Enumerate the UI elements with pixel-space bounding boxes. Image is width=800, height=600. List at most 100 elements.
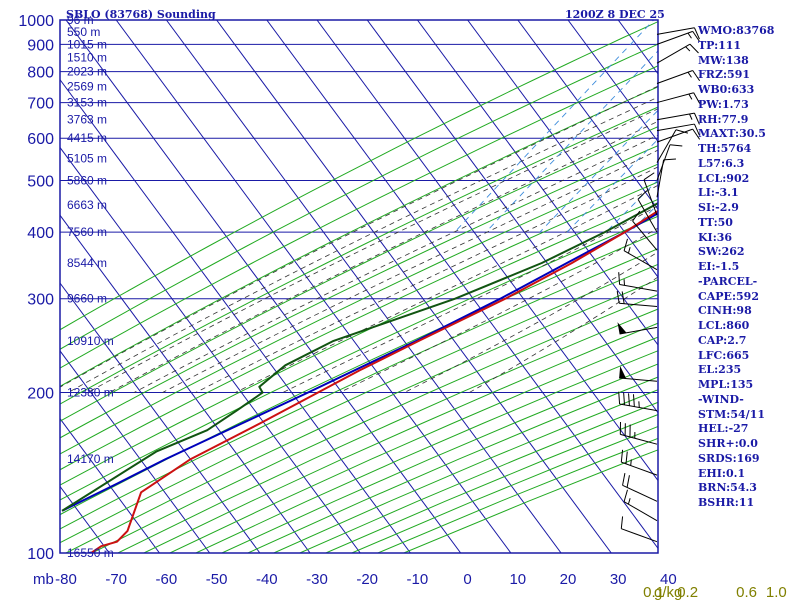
wind-barb-staff xyxy=(656,128,693,143)
height-label: 550 m xyxy=(67,25,100,39)
wind-barb-feather xyxy=(643,172,655,181)
height-label: 4415 m xyxy=(67,131,107,145)
wind-barb-staff xyxy=(656,70,693,84)
wind-barb xyxy=(656,27,700,40)
isotherm-line xyxy=(216,20,612,553)
wind-barb-feather xyxy=(618,272,621,285)
dry-adiabat-line xyxy=(60,248,658,530)
index-item: PW:1.73 xyxy=(698,97,749,111)
height-label: 12380 m xyxy=(67,386,114,400)
wind-barb-staff xyxy=(656,144,671,181)
wind-barb xyxy=(656,144,683,181)
isotherm-line xyxy=(60,146,361,553)
skewt-grid xyxy=(60,20,658,553)
wind-barb-staff xyxy=(621,528,658,543)
index-item: RH:77.9 xyxy=(698,112,749,126)
dry-adiabat-line xyxy=(60,215,658,501)
wind-barb-feather xyxy=(675,129,689,134)
mixing-ratio-line xyxy=(454,20,655,233)
wind-barb-feather xyxy=(625,451,628,464)
index-item: MPL:135 xyxy=(698,378,754,391)
index-item: EHI:0.1 xyxy=(698,466,746,480)
dry-adiabat-line xyxy=(60,263,658,544)
wind-barb-column xyxy=(616,27,701,543)
isotherm-line xyxy=(416,20,658,346)
dry-adiabat-line xyxy=(65,279,658,553)
height-label: 5860 m xyxy=(67,173,107,187)
index-item: -PARCEL- xyxy=(698,274,758,288)
wind-barb-staff xyxy=(656,43,691,64)
dry-adiabat-line xyxy=(60,43,658,350)
moist-adiabat-line xyxy=(60,85,658,388)
index-item: LCL:860 xyxy=(698,319,750,332)
dry-adiabat-line xyxy=(60,163,658,455)
mixing-ratio-label: 0.2 xyxy=(677,584,698,600)
wind-barb xyxy=(656,112,700,125)
plot-border xyxy=(59,19,659,554)
mixing-ratio-line xyxy=(566,138,658,233)
index-item: CAPE:592 xyxy=(698,289,759,303)
height-label: 14170 m xyxy=(67,452,114,466)
plot-frame xyxy=(59,19,659,554)
wind-barb-feather xyxy=(623,392,626,405)
height-label: 8544 m xyxy=(67,256,107,270)
height-label: 2569 m xyxy=(67,80,107,94)
index-item: TT:50 xyxy=(698,215,733,229)
index-item: MAXT:30.5 xyxy=(698,127,766,141)
wind-barb-half-feather xyxy=(687,32,692,39)
isotherm-line xyxy=(366,20,658,414)
wind-barb-feather xyxy=(693,123,700,136)
wind-barb-staff xyxy=(643,179,658,216)
wind-barb-feather xyxy=(632,394,635,407)
dry-adiabat-line xyxy=(117,308,658,553)
index-item: HEL:-27 xyxy=(698,422,749,436)
dry-adiabat-line xyxy=(60,126,658,422)
mixing-ratio-unit-label: g/kg xyxy=(654,584,682,600)
height-label: 6663 m xyxy=(67,198,107,212)
isotherm-line xyxy=(60,78,411,553)
wind-barb-staff xyxy=(656,30,693,45)
index-item: SHR+:0.0 xyxy=(698,437,758,450)
dry-adiabat-line xyxy=(60,145,658,439)
wind-barb-feather xyxy=(663,158,676,161)
index-item: TP:111 xyxy=(698,38,742,52)
height-label: 16550 m xyxy=(67,546,114,560)
pressure-tick-label: 900 xyxy=(27,37,54,54)
wind-barb xyxy=(656,70,701,84)
temperature-tick-label: 20 xyxy=(560,571,577,588)
isotherm-line xyxy=(517,20,658,211)
index-item: BRN:54.3 xyxy=(698,481,757,495)
dewpoint-profile-line xyxy=(61,202,658,512)
pressure-tick-label: 500 xyxy=(27,173,54,190)
wind-barb xyxy=(643,172,658,216)
wind-barb xyxy=(620,449,658,476)
wind-barb xyxy=(637,190,658,233)
mixing-ratio-line xyxy=(485,50,658,233)
dry-adiabat-line xyxy=(91,293,658,553)
temperature-tick-label: -30 xyxy=(306,571,328,588)
height-label: 1015 m xyxy=(67,37,107,51)
index-item: CINH:98 xyxy=(698,304,752,318)
index-item: SW:262 xyxy=(698,245,745,259)
wind-barb-feather xyxy=(693,92,701,104)
height-label: 10910 m xyxy=(67,334,114,348)
wind-barb-feather xyxy=(637,190,648,200)
index-item: KI:36 xyxy=(698,230,733,244)
index-item: WMO:83768 xyxy=(698,24,775,37)
wind-barb-feather xyxy=(620,449,624,463)
wind-barb-pennant xyxy=(619,365,627,379)
index-item: EI:-1.5 xyxy=(698,260,740,273)
wind-barb-feather xyxy=(623,238,628,251)
dry-adiabat-line xyxy=(60,65,658,369)
wind-barb xyxy=(618,272,658,292)
height-label: 9660 m xyxy=(67,292,107,306)
sounding-indices-panel: WMO:83768 TP:111 MW:138 FRZ:591 WB0:633 PW:1.… xyxy=(698,24,774,511)
index-item: TH:5764 xyxy=(698,142,752,155)
temperature-tick-label: -40 xyxy=(256,571,278,588)
height-label: 2023 m xyxy=(67,65,107,79)
wind-barb xyxy=(656,30,701,45)
wind-barb xyxy=(617,322,658,335)
isotherm-line xyxy=(60,282,261,553)
